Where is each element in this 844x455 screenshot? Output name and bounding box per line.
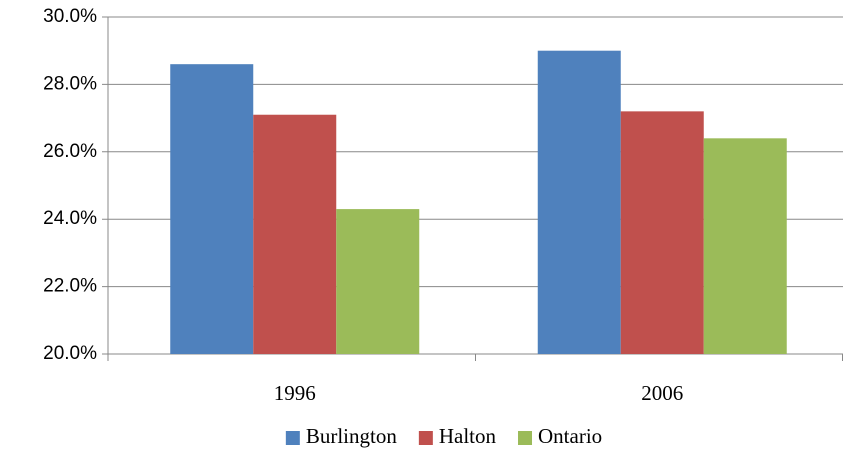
bar bbox=[537, 50, 621, 354]
bar bbox=[620, 111, 704, 354]
bar bbox=[703, 138, 787, 354]
x-tick-label: 1996 bbox=[274, 381, 316, 405]
y-tick-label: 26.0% bbox=[43, 141, 97, 162]
legend-label: Burlington bbox=[306, 424, 398, 448]
legend-swatch bbox=[285, 431, 300, 445]
y-tick-label: 20.0% bbox=[43, 343, 97, 364]
y-tick-label: 22.0% bbox=[43, 276, 97, 297]
y-tick-label: 24.0% bbox=[43, 208, 97, 229]
legend-label: Ontario bbox=[538, 424, 602, 448]
y-tick-label: 30.0% bbox=[43, 6, 97, 27]
x-tick-label: 2006 bbox=[641, 381, 683, 405]
legend-swatch bbox=[518, 431, 533, 445]
legend-label: Halton bbox=[439, 424, 497, 448]
bar bbox=[253, 114, 337, 354]
legend-swatch bbox=[418, 431, 433, 445]
y-tick-label: 28.0% bbox=[43, 73, 97, 94]
bar bbox=[336, 209, 420, 354]
bar bbox=[170, 64, 254, 355]
